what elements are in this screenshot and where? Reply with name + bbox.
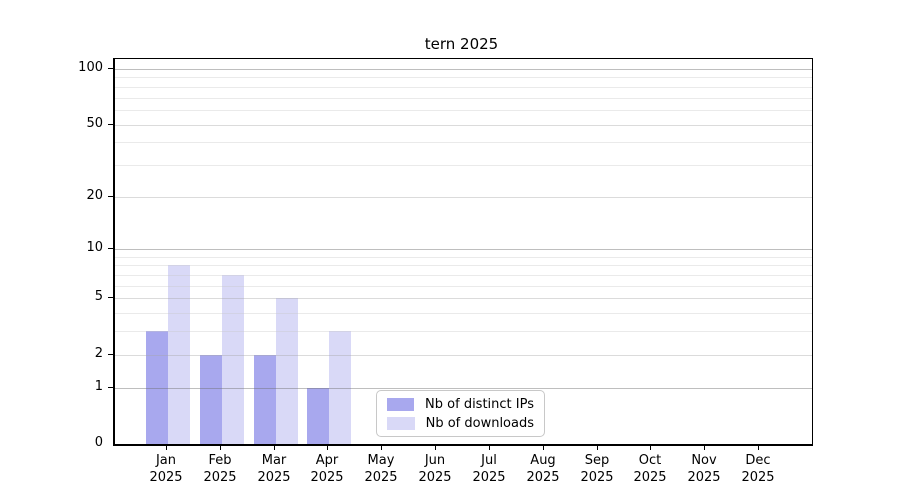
x-label-month-jun: Jun bbox=[424, 453, 446, 468]
y-tick-label-0: 0 bbox=[94, 435, 103, 450]
y-tick-label-1: 1 bbox=[94, 379, 103, 394]
x-label-month-jan: Jan bbox=[155, 453, 177, 468]
x-label-month-feb: Feb bbox=[208, 453, 232, 468]
x-tick-apr bbox=[327, 445, 328, 450]
gridline-y-8 bbox=[115, 265, 812, 266]
legend-swatch-downloads-icon bbox=[387, 416, 415, 430]
x-label-feb: Feb 2025 bbox=[188, 452, 252, 486]
y-tick-1 bbox=[108, 387, 113, 388]
gridline-y-30 bbox=[115, 165, 812, 166]
x-tick-may bbox=[381, 445, 382, 450]
legend-label-downloads: Nb of downloads bbox=[425, 415, 534, 431]
x-label-month-sep: Sep bbox=[584, 453, 610, 468]
bar-nb-of-downloads-mar-2025 bbox=[275, 298, 298, 444]
plot-area bbox=[113, 58, 813, 446]
x-label-month-jul: Jul bbox=[481, 453, 497, 468]
x-label-year-sep: 2025 bbox=[580, 470, 614, 485]
y-tick-label-50: 50 bbox=[86, 116, 103, 131]
gridline-y-50 bbox=[115, 125, 812, 126]
x-label-apr: Apr 2025 bbox=[295, 452, 359, 486]
gridline-y-7 bbox=[115, 275, 812, 276]
y-tick-20 bbox=[108, 196, 113, 197]
x-label-year-feb: 2025 bbox=[203, 470, 237, 485]
y-tick-label-10: 10 bbox=[86, 240, 103, 255]
chart-title: tern 2025 bbox=[424, 35, 499, 53]
bar-nb-of-distinct-ips-mar-2025 bbox=[253, 354, 276, 444]
x-tick-jun bbox=[435, 445, 436, 450]
x-label-month-mar: Mar bbox=[261, 453, 287, 468]
x-label-jan: Jan 2025 bbox=[134, 452, 198, 486]
x-label-month-nov: Nov bbox=[691, 453, 717, 468]
x-label-month-oct: Oct bbox=[638, 453, 662, 468]
gridline-y-70 bbox=[115, 98, 812, 99]
gridline-y-40 bbox=[115, 142, 812, 143]
y-tick-label-20: 20 bbox=[86, 188, 103, 203]
y-tick-100 bbox=[108, 68, 113, 69]
gridline-y-10 bbox=[115, 249, 812, 250]
x-tick-mar bbox=[274, 445, 275, 450]
x-tick-sep bbox=[597, 445, 598, 450]
gridline-y-9 bbox=[115, 257, 812, 258]
y-tick-label-100: 100 bbox=[78, 60, 103, 75]
y-tick-50 bbox=[108, 124, 113, 125]
legend-label-distinct-ips: Nb of distinct IPs bbox=[425, 396, 534, 412]
x-label-month-dec: Dec bbox=[745, 453, 771, 468]
y-tick-label-5: 5 bbox=[94, 289, 103, 304]
x-label-jun: Jun 2025 bbox=[403, 452, 467, 486]
x-label-year-oct: 2025 bbox=[633, 470, 667, 485]
gridline-y-100 bbox=[115, 69, 812, 70]
gridline-y-80 bbox=[115, 87, 812, 88]
x-tick-dec bbox=[758, 445, 759, 450]
x-tick-nov bbox=[704, 445, 705, 450]
x-label-month-aug: Aug bbox=[530, 453, 556, 468]
bar-nb-of-downloads-apr-2025 bbox=[329, 331, 352, 444]
gridline-y-90 bbox=[115, 77, 812, 78]
x-tick-aug bbox=[543, 445, 544, 450]
x-tick-jan bbox=[166, 445, 167, 450]
x-label-dec: Dec 2025 bbox=[726, 452, 790, 486]
y-tick-10 bbox=[108, 248, 113, 249]
legend-swatch-distinct-ips-icon bbox=[387, 397, 415, 411]
x-label-mar: Mar 2025 bbox=[242, 452, 306, 486]
x-label-oct: Oct 2025 bbox=[618, 452, 682, 486]
x-label-sep: Sep 2025 bbox=[565, 452, 629, 486]
gridline-y-20 bbox=[115, 197, 812, 198]
x-label-nov: Nov 2025 bbox=[672, 452, 736, 486]
bar-nb-of-downloads-jan-2025 bbox=[168, 265, 190, 444]
x-label-year-jul: 2025 bbox=[472, 470, 506, 485]
y-tick-2 bbox=[108, 354, 113, 355]
gridline-y-5 bbox=[115, 298, 812, 299]
legend-item-distinct-ips: Nb of distinct IPs bbox=[387, 397, 534, 412]
gridline-y-60 bbox=[115, 110, 812, 111]
x-label-month-apr: Apr bbox=[315, 453, 339, 468]
x-label-year-mar: 2025 bbox=[257, 470, 291, 485]
y-tick-5 bbox=[108, 297, 113, 298]
bar-nb-of-distinct-ips-jan-2025 bbox=[146, 331, 168, 444]
x-label-year-apr: 2025 bbox=[310, 470, 344, 485]
x-label-jul: Jul 2025 bbox=[457, 452, 521, 486]
x-label-year-may: 2025 bbox=[364, 470, 398, 485]
gridline-y-6 bbox=[115, 286, 812, 287]
bar-nb-of-distinct-ips-apr-2025 bbox=[307, 387, 330, 444]
gridline-y-4 bbox=[115, 313, 812, 314]
x-tick-jul bbox=[489, 445, 490, 450]
x-tick-oct bbox=[650, 445, 651, 450]
legend-item-downloads: Nb of downloads bbox=[387, 416, 534, 431]
x-label-year-nov: 2025 bbox=[687, 470, 721, 485]
x-label-year-jan: 2025 bbox=[149, 470, 183, 485]
bar-nb-of-distinct-ips-feb-2025 bbox=[199, 354, 222, 444]
gridline-y-3 bbox=[115, 331, 812, 332]
y-tick-label-2: 2 bbox=[94, 346, 103, 361]
bar-nb-of-downloads-feb-2025 bbox=[221, 275, 244, 444]
legend: Nb of distinct IPs Nb of downloads bbox=[376, 390, 545, 437]
x-label-year-aug: 2025 bbox=[526, 470, 560, 485]
x-label-aug: Aug 2025 bbox=[511, 452, 575, 486]
x-tick-feb bbox=[220, 445, 221, 450]
x-label-may: May 2025 bbox=[349, 452, 413, 486]
x-label-month-may: May bbox=[367, 453, 395, 468]
x-label-year-jun: 2025 bbox=[418, 470, 452, 485]
x-label-year-dec: 2025 bbox=[741, 470, 775, 485]
